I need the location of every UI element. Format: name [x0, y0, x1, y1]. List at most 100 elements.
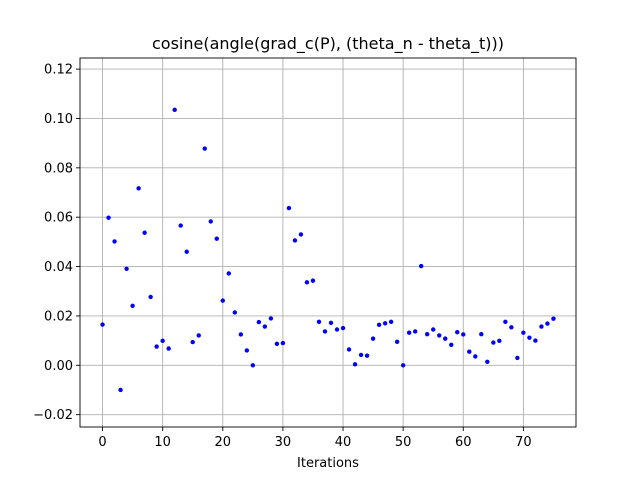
data-point	[509, 325, 514, 330]
y-tick-label: 0.12	[44, 63, 73, 78]
data-point	[142, 230, 147, 235]
data-point	[292, 238, 298, 243]
data-point	[172, 107, 177, 113]
data-point	[400, 363, 406, 368]
data-points	[100, 107, 556, 393]
data-point	[238, 332, 244, 337]
chart-title: cosine(angle(grad_c(P), (theta_n - theta…	[152, 34, 504, 54]
y-tick-label: −0.02	[33, 408, 73, 423]
data-point	[497, 338, 502, 344]
data-point	[418, 263, 424, 269]
data-point	[352, 362, 358, 367]
data-point	[467, 349, 472, 354]
x-tick-label: 60	[455, 435, 472, 450]
x-tick-label: 10	[154, 435, 171, 450]
data-point	[358, 352, 364, 358]
data-point	[154, 344, 159, 349]
data-point	[316, 319, 322, 325]
data-point	[491, 340, 496, 345]
data-point	[112, 239, 117, 244]
data-point	[244, 348, 250, 353]
data-point	[136, 186, 141, 191]
data-point	[376, 322, 382, 328]
data-point	[346, 347, 352, 352]
data-point	[551, 316, 556, 321]
data-point	[515, 355, 520, 361]
data-point	[304, 280, 310, 285]
data-point	[443, 336, 448, 341]
data-point	[503, 319, 508, 325]
data-point	[412, 329, 418, 334]
data-point	[310, 278, 316, 283]
data-point	[202, 146, 207, 151]
data-point	[166, 346, 171, 351]
data-point	[394, 339, 400, 345]
data-point	[539, 324, 544, 329]
data-point	[124, 266, 129, 271]
x-tick-label: 40	[335, 435, 352, 450]
data-point	[130, 303, 135, 309]
y-tick-label: 0.02	[44, 309, 73, 324]
data-point	[382, 321, 388, 326]
data-point	[178, 223, 183, 228]
data-point	[455, 330, 460, 335]
data-point	[545, 321, 550, 326]
x-axis-label: Iterations	[297, 456, 359, 471]
data-point	[100, 322, 105, 327]
data-point	[340, 325, 346, 331]
data-point	[461, 332, 466, 337]
data-point	[298, 232, 304, 237]
data-point	[106, 215, 111, 220]
x-tick-label: 70	[515, 435, 532, 450]
data-point	[280, 340, 286, 346]
axis-ticks: 0 10 20 30 40 50 60 70 −0.02 0.00 0.02 0.04 0.06 0.08…	[33, 63, 532, 450]
data-point	[184, 249, 189, 254]
data-point	[256, 319, 262, 325]
data-point	[286, 205, 292, 211]
data-point	[431, 327, 436, 332]
x-tick-label: 50	[395, 435, 412, 450]
data-point	[208, 219, 213, 224]
y-tick-label: 0.00	[44, 359, 73, 374]
data-point	[226, 271, 231, 276]
data-point	[334, 327, 340, 332]
data-point	[190, 339, 195, 345]
data-point	[473, 354, 478, 359]
grid-lines	[80, 58, 576, 427]
data-point	[370, 336, 376, 341]
data-point	[268, 316, 274, 321]
data-point	[388, 319, 394, 325]
data-point	[533, 338, 538, 343]
data-point	[425, 331, 430, 337]
data-point	[437, 333, 442, 338]
data-point	[364, 353, 370, 358]
data-point	[485, 359, 490, 365]
data-point	[449, 342, 454, 348]
data-point	[262, 324, 268, 329]
data-point	[250, 363, 256, 368]
data-point	[160, 338, 165, 344]
data-point	[148, 294, 153, 300]
data-point	[232, 310, 238, 315]
data-point	[118, 387, 123, 393]
y-tick-label: 0.06	[44, 211, 73, 226]
y-tick-label: 0.04	[44, 260, 73, 275]
data-point	[220, 298, 225, 303]
plot-area-frame	[79, 57, 577, 428]
data-point	[406, 330, 412, 335]
data-point	[196, 333, 201, 338]
y-tick-label: 0.08	[44, 161, 73, 176]
y-tick-label: 0.10	[44, 112, 73, 127]
data-point	[479, 331, 484, 337]
data-point	[322, 329, 328, 334]
data-point	[274, 341, 280, 347]
x-tick-label: 30	[275, 435, 292, 450]
x-tick-label: 20	[215, 435, 232, 450]
data-point	[527, 335, 532, 340]
x-tick-label: 0	[98, 435, 106, 450]
data-point	[521, 330, 526, 335]
data-point	[214, 236, 219, 241]
data-point	[328, 320, 334, 326]
